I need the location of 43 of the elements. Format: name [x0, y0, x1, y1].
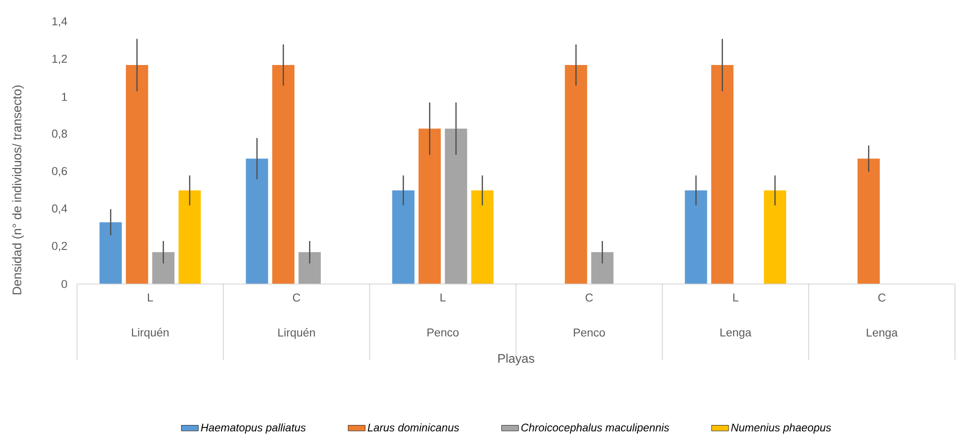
y-tick-label: 0,4: [52, 204, 68, 214]
legend-label: Larus dominicanus: [368, 423, 460, 432]
x-tick-label: L: [440, 294, 446, 302]
bar: [444, 128, 468, 284]
y-tick-label: 0,6: [52, 166, 67, 176]
text: Penco: [428, 328, 459, 336]
text: Lenga: [720, 328, 752, 339]
text: Penco: [574, 328, 605, 337]
x-tick-label: C: [292, 294, 300, 302]
y-tick-label: 0: [62, 280, 68, 288]
bar: [152, 252, 174, 284]
x-tick-label: L: [733, 294, 738, 302]
y-axis-title: Densidad (n° de individuos/ transecto): [12, 86, 24, 294]
bar: [100, 222, 122, 284]
legend-label: Chroicocephalus maculipennis: [521, 423, 670, 434]
bar: [858, 158, 880, 284]
text: Lirquén: [278, 328, 315, 339]
bar: [764, 190, 786, 284]
bar: [272, 65, 294, 284]
x-tick-label: C: [586, 294, 593, 302]
bar: [418, 128, 441, 284]
y-tick-label: 0,2: [52, 242, 67, 252]
x-tick-label: C: [878, 294, 886, 302]
bar: [471, 190, 494, 284]
bar: [684, 190, 708, 284]
x-axis-title: Playas: [498, 354, 534, 366]
bar: [392, 190, 414, 284]
bar: [178, 190, 201, 284]
bar: [711, 65, 734, 284]
bar: [246, 158, 268, 284]
text: Lirquén: [132, 328, 169, 339]
bar: [298, 252, 321, 284]
bar: [126, 65, 148, 284]
legend-label: Haematopus palliatus: [200, 423, 306, 434]
legend-label: Numenius phaeopus: [731, 423, 832, 434]
y-tick-label: 1,4: [52, 17, 68, 27]
x-tick-label: L: [148, 294, 153, 302]
y-tick-label: 0,8: [52, 130, 67, 140]
bar: [564, 65, 588, 284]
bar: [591, 252, 614, 284]
text: Lenga: [866, 328, 898, 339]
y-tick-label: 1,2: [52, 54, 67, 64]
y-tick-label: 1: [62, 92, 67, 101]
